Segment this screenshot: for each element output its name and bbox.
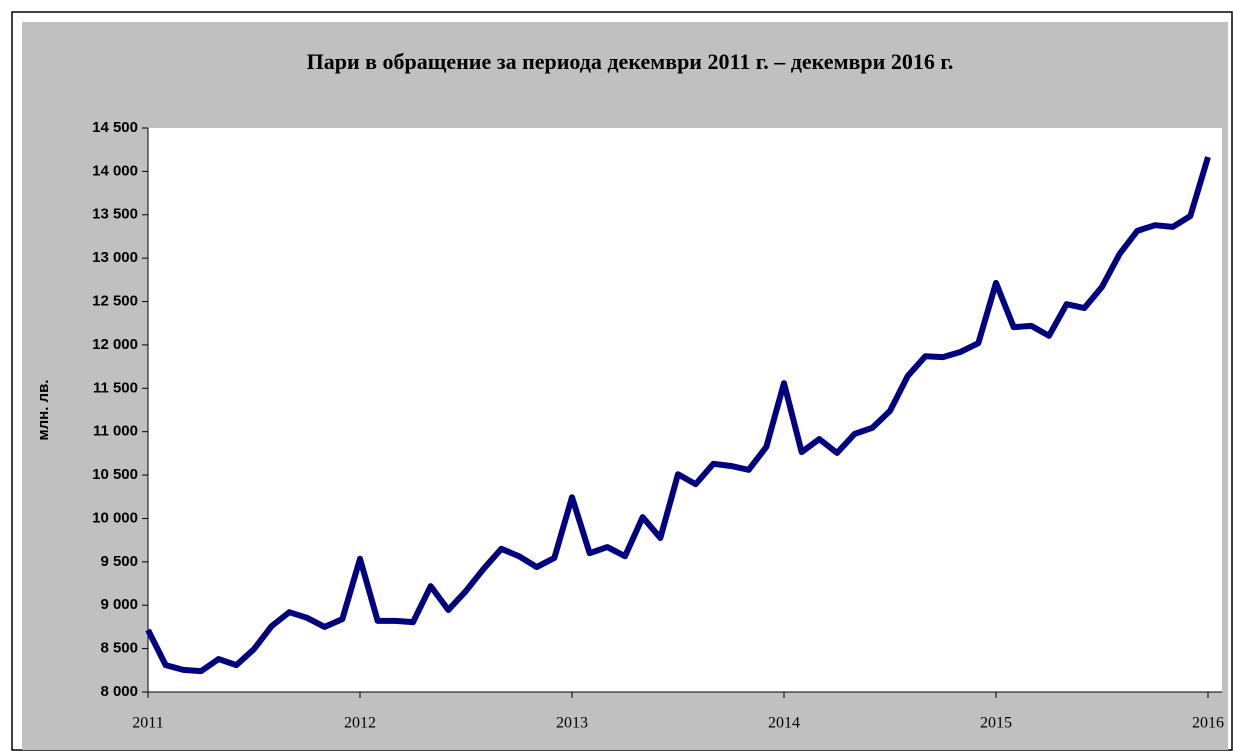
y-tick-label: 9 500 (100, 553, 138, 570)
y-tick-label: 14 500 (92, 119, 138, 136)
x-tick-label: 2014 (768, 715, 800, 732)
y-tick-label: 10 000 (92, 509, 138, 526)
plot-area (148, 128, 1222, 692)
y-tick-label: 12 000 (92, 336, 138, 353)
y-tick-label: 9 000 (100, 596, 138, 613)
series-line (145, 156, 1211, 675)
y-tick-label: 13 000 (92, 249, 138, 266)
x-tick-label: 2012 (344, 715, 376, 732)
y-tick-label: 10 500 (92, 466, 138, 483)
x-tick-label: 2011 (132, 715, 163, 732)
x-tick-label: 2015 (980, 715, 1012, 732)
y-tick-label: 12 500 (92, 293, 138, 310)
y-tick-label: 14 000 (92, 162, 138, 179)
x-tick-label: 2013 (556, 715, 588, 732)
chart-title: Пари в обращение за периода декември 201… (307, 49, 954, 74)
y-tick-label: 11 500 (93, 379, 138, 396)
y-tick-label: 8 500 (100, 640, 138, 657)
y-axis-label: млн. лв. (35, 380, 52, 441)
y-tick-label: 13 500 (92, 206, 138, 223)
y-tick-label: 8 000 (100, 683, 138, 700)
y-tick-label: 11 000 (93, 423, 138, 440)
x-tick-label: 2016 (1192, 715, 1224, 732)
